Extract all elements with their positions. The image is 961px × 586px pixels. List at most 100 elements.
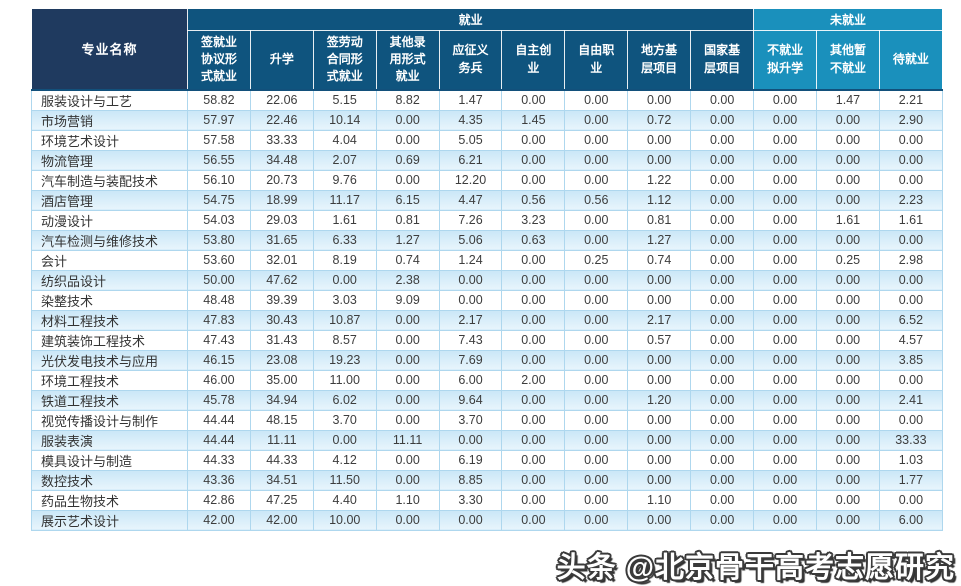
table-row: 铁道工程技术 45.78 34.94 6.02 0.00 9.64 0.00 0.00 1.20… [31,389,943,411]
table-row: 染整技术 48.48 39.39 3.03 9.09 0.00 0.00 0.00 0.00 0.… [31,289,943,311]
value-cell: 0.00 [816,149,880,171]
value-cell: 0.00 [564,389,629,411]
value-cell: 0.00 [816,189,880,211]
major-name-header: 专业名称 [31,8,188,90]
value-cell: 5.05 [438,129,503,151]
column-header: 其他暂不就业 [816,30,880,90]
column-header: 自主创业 [501,30,566,90]
value-cell: 10.00 [312,509,377,531]
value-cell: 7.43 [438,329,503,351]
value-cell: 1.03 [878,449,943,471]
major-name-cell: 会计 [31,249,188,271]
value-cell: 0.00 [753,269,818,291]
major-name-cell: 服装表演 [31,429,188,451]
column-header: 国家基层项目 [690,30,755,90]
value-cell: 0.00 [816,489,880,511]
column-header: 签劳动合同形式就业 [312,30,377,90]
table-row: 服装设计与工艺 58.82 22.06 5.15 8.82 1.47 0.00 0.00 0.0… [31,88,943,111]
value-cell: 34.94 [249,389,314,411]
employment-group-header: 就业 [186,8,755,31]
value-cell: 0.00 [753,289,818,311]
value-cell: 1.10 [375,489,440,511]
major-name-cell: 汽车制造与装配技术 [31,169,188,191]
value-cell: 0.00 [753,449,818,471]
value-cell: 0.00 [564,449,629,471]
value-cell: 0.00 [690,149,755,171]
value-cell: 0.25 [816,249,880,271]
value-cell: 3.23 [501,209,566,231]
value-cell: 0.74 [375,249,440,271]
value-cell: 1.27 [375,229,440,251]
value-cell: 6.02 [312,389,377,411]
value-cell: 0.00 [816,389,880,411]
value-cell: 3.70 [312,409,377,431]
value-cell: 1.10 [627,489,692,511]
value-cell: 44.33 [187,449,251,471]
value-cell: 0.00 [501,88,566,111]
value-cell: 44.44 [187,409,251,431]
value-cell: 0.00 [878,409,943,431]
value-cell: 0.00 [753,169,818,191]
value-cell: 34.51 [249,469,314,491]
value-cell: 0.00 [375,329,440,351]
value-cell: 39.39 [249,289,314,311]
value-cell: 0.00 [375,169,440,191]
value-cell: 0.00 [816,449,880,471]
table-row: 视觉传播设计与制作 44.44 48.15 3.70 0.00 3.70 0.00 0.00 0… [31,409,943,431]
table-row: 汽车检测与维修技术 53.80 31.65 6.33 1.27 5.06 0.63 0.00 1… [31,229,943,251]
value-cell: 0.00 [375,509,440,531]
value-cell: 1.61 [312,209,377,231]
value-cell: 0.00 [501,269,566,291]
value-cell: 0.00 [564,169,629,191]
value-cell: 0.00 [753,489,818,511]
value-cell: 0.00 [564,289,629,311]
value-cell: 0.00 [312,269,377,291]
table-row: 纺织品设计 50.00 47.62 0.00 2.38 0.00 0.00 0.00 0.00 0… [31,269,943,291]
value-cell: 0.00 [690,489,755,511]
value-cell: 0.00 [816,109,880,131]
value-cell: 0.00 [816,369,880,391]
value-cell: 0.00 [753,369,818,391]
major-name-cell: 纺织品设计 [31,269,188,291]
value-cell: 0.00 [816,329,880,351]
unemployment-group-header: 未就业 [753,8,943,31]
value-cell: 2.17 [438,309,503,331]
value-cell: 47.83 [187,309,251,331]
table-row: 药品生物技术 42.86 47.25 4.40 1.10 3.30 0.00 0.00 1.10… [31,489,943,511]
value-cell: 0.00 [816,269,880,291]
column-header: 自由职业 [564,30,629,90]
value-cell: 0.00 [375,109,440,131]
major-name-cell: 光伏发电技术与应用 [31,349,188,371]
value-cell: 0.00 [690,409,755,431]
value-cell: 47.25 [249,489,314,511]
major-name-cell: 视觉传播设计与制作 [31,409,188,431]
value-cell: 0.00 [878,169,943,191]
value-cell: 0.56 [564,189,629,211]
value-cell: 12.20 [438,169,503,191]
major-name-cell: 环境艺术设计 [31,129,188,151]
table-row: 光伏发电技术与应用 46.15 23.08 19.23 0.00 7.69 0.00 0.00… [31,349,943,371]
value-cell: 0.00 [564,469,629,491]
value-cell: 6.52 [878,309,943,331]
value-cell: 0.00 [753,249,818,271]
value-cell: 5.15 [312,88,377,111]
column-header: 待就业 [878,30,943,90]
major-name-cell: 药品生物技术 [31,489,188,511]
value-cell: 45.78 [187,389,251,411]
major-name-cell: 物流管理 [31,149,188,171]
value-cell: 4.04 [312,129,377,151]
value-cell: 0.00 [501,349,566,371]
major-name-cell: 动漫设计 [31,209,188,231]
value-cell: 0.00 [501,509,566,531]
table-body: 服装设计与工艺 58.82 22.06 5.15 8.82 1.47 0.00 0.00 0.0… [31,88,943,531]
major-name-cell: 模具设计与制造 [31,449,188,471]
value-cell: 0.00 [375,389,440,411]
value-cell: 11.50 [312,469,377,491]
value-cell: 2.23 [878,189,943,211]
value-cell: 53.60 [187,249,251,271]
value-cell: 0.00 [627,449,692,471]
value-cell: 11.17 [312,189,377,211]
value-cell: 0.00 [627,149,692,171]
table-row: 建筑装饰工程技术 47.43 31.43 8.57 0.00 7.43 0.00 0.00 0.… [31,329,943,351]
value-cell: 2.21 [878,88,943,111]
